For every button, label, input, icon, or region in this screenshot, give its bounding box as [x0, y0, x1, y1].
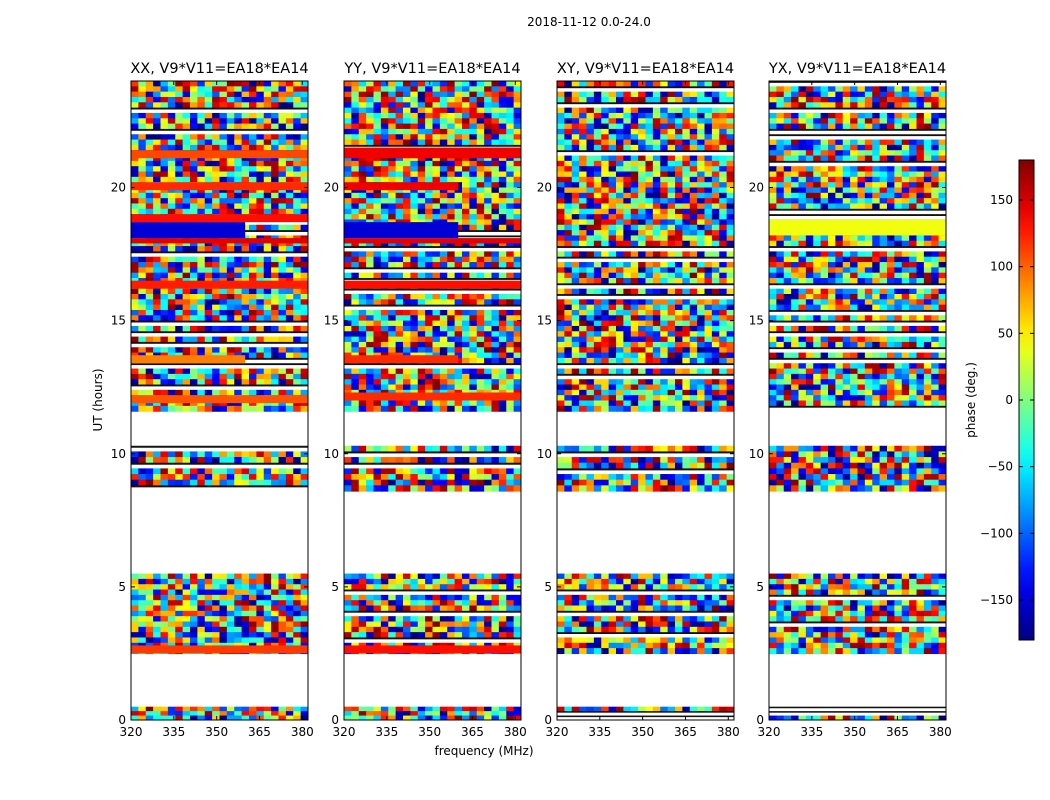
- colorbar-gradient: [1019, 160, 1034, 640]
- panel-0-band-6: [131, 214, 308, 223]
- panel-0-band-2: [131, 355, 246, 364]
- panel-0-ytick-label: 20: [111, 181, 126, 195]
- panel-1-title: YY, V9*V11=EA18*EA14: [343, 61, 520, 77]
- colorbar-label: phase (deg.): [964, 362, 978, 438]
- panel-1-xtick-label: 320: [333, 725, 356, 739]
- panel-3-xtick-label: 335: [800, 725, 823, 739]
- panel-0-xtick-label: 380: [291, 725, 314, 739]
- panel-1-band-6: [344, 182, 459, 191]
- panel-2-ytick-label: 15: [537, 314, 552, 328]
- panel-1-ytick-label: 20: [324, 181, 339, 195]
- panel-0-xtick-label: 335: [162, 725, 185, 739]
- panel-1-xtick-label: 380: [504, 725, 527, 739]
- panel-1-ytick-label: 10: [324, 447, 339, 461]
- panel-1-ytick-label: 0: [331, 713, 339, 727]
- panel-0-ytick-label: 10: [111, 447, 126, 461]
- panel-1-band-5: [344, 222, 459, 239]
- colorbar-tick-label: 0: [1005, 393, 1013, 407]
- panel-0-phase-image: [131, 81, 308, 720]
- y-axis-label: UT (hours): [91, 368, 105, 431]
- panel-0-xtick-label: 320: [120, 725, 143, 739]
- panel-2: XY, V9*V11=EA18*EA14 320 335 350 365 380 0 5 10 1…: [537, 61, 740, 739]
- colorbar: 150 100 50 0 −50 −100 −150: [980, 159, 1035, 641]
- panel-3: YX, V9*V11=EA18*EA14 320 335 350 365 380 0 5 10 1…: [749, 61, 952, 739]
- panel-1-band-4: [344, 238, 521, 244]
- colorbar-tick-label: −150: [980, 593, 1013, 607]
- x-axis-label: frequency (MHz): [434, 744, 533, 758]
- panel-0-ytick-label: 15: [111, 314, 126, 328]
- panel-2-xtick-label: 380: [717, 725, 740, 739]
- panel-1-ytick-label: 15: [324, 314, 339, 328]
- panel-3-ytick-label: 5: [756, 580, 764, 594]
- panel-3-band-0: [769, 219, 946, 236]
- panel-1: YY, V9*V11=EA18*EA14 320 335 350 365 380 0 5 10 1…: [324, 61, 527, 739]
- panel-0-ytick-label: 5: [118, 580, 126, 594]
- panel-0-frame: [130, 80, 309, 721]
- colorbar-tick-label: −100: [980, 526, 1013, 540]
- panel-3-xtick-label: 380: [929, 725, 952, 739]
- panel-1-band-1: [344, 392, 521, 401]
- panel-3-xtick-label: 320: [758, 725, 781, 739]
- panel-2-xtick-label: 350: [631, 725, 654, 739]
- panel-2-phase-image: [557, 81, 734, 718]
- panel-1-phase-image: [344, 81, 521, 720]
- panel-3-ytick-label: 10: [749, 447, 764, 461]
- panel-2-frame: [556, 80, 735, 721]
- panel-0-band-4: [131, 238, 308, 244]
- panel-3-ytick-label: 20: [749, 181, 764, 195]
- panel-3-phase-image: [769, 81, 946, 720]
- panel-3-ytick-label: 15: [749, 314, 764, 328]
- panel-0-band-3: [131, 280, 308, 289]
- panel-1-ytick-label: 5: [331, 580, 339, 594]
- colorbar-tick-label: 150: [990, 193, 1013, 207]
- panel-1-band-3: [344, 280, 521, 289]
- colorbar-tick-label: 100: [990, 260, 1013, 274]
- panel-0-band-8: [131, 150, 308, 159]
- panel-0-band-0: [131, 645, 308, 654]
- panel-0-title: XX, V9*V11=EA18*EA14: [130, 61, 308, 77]
- panel-0-band-1: [131, 395, 308, 404]
- panel-1-frame: [343, 80, 522, 721]
- figure-suptitle: 2018-11-12 0.0-24.0: [527, 15, 651, 29]
- panel-2-title: XY, V9*V11=EA18*EA14: [557, 61, 734, 77]
- panel-0-xtick-label: 350: [205, 725, 228, 739]
- panel-1-xtick-label: 350: [418, 725, 441, 739]
- colorbar-tick-label: 50: [998, 326, 1013, 340]
- panel-1-band-2: [344, 355, 459, 364]
- panel-0-band-7: [131, 182, 308, 191]
- panel-0-band-5: [131, 222, 246, 239]
- panel-3-xtick-label: 350: [843, 725, 866, 739]
- panel-2-xtick-label: 320: [546, 725, 569, 739]
- panel-0-ytick-label: 0: [118, 713, 126, 727]
- panel-2-ytick-label: 20: [537, 181, 552, 195]
- panel-3-frame: [768, 80, 947, 721]
- panel-3-title: YX, V9*V11=EA18*EA14: [768, 61, 946, 77]
- panel-0-xtick-label: 365: [248, 725, 271, 739]
- panel-2-ytick-label: 5: [544, 580, 552, 594]
- panels-group: XX, V9*V11=EA18*EA14 320 335 350 365 380 0 5 10 1…: [111, 61, 952, 739]
- panel-3-ytick-label: 0: [756, 713, 764, 727]
- panel-0: XX, V9*V11=EA18*EA14 320 335 350 365 380 0 5 10 1…: [111, 61, 314, 739]
- panel-2-xtick-label: 335: [588, 725, 611, 739]
- panel-1-xtick-label: 335: [375, 725, 398, 739]
- panel-1-band-0: [344, 645, 521, 654]
- panel-1-band-7: [344, 147, 521, 159]
- panel-2-xtick-label: 365: [674, 725, 697, 739]
- colorbar-tick-label: −50: [988, 460, 1013, 474]
- panel-3-xtick-label: 365: [886, 725, 909, 739]
- panel-2-ytick-label: 10: [537, 447, 552, 461]
- panel-2-ytick-label: 0: [544, 713, 552, 727]
- panel-1-xtick-label: 365: [461, 725, 484, 739]
